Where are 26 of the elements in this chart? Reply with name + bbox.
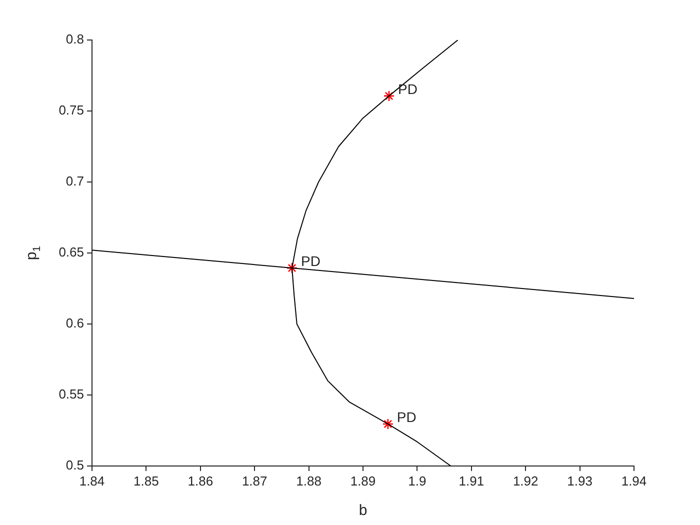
x-tick-label: 1.9: [408, 473, 426, 488]
annotation: PD: [301, 252, 320, 269]
x-axis-title: b: [358, 502, 368, 520]
x-tick-label: 1.94: [621, 473, 647, 488]
x-tick-label: 1.93: [567, 473, 592, 488]
point: [382, 418, 394, 430]
y-tick-label: 0.55: [58, 386, 84, 402]
y-tick-label: 0.8: [66, 32, 84, 47]
x-tick-label: 1.88: [296, 473, 322, 488]
x-tick-label: 1.87: [242, 473, 268, 488]
y-tick-label: 0.7: [66, 174, 84, 189]
point: [383, 90, 395, 102]
y-tick-label: 0.6: [66, 316, 84, 331]
y-tick-label: 0.65: [58, 244, 84, 260]
x-tick-label: 1.86: [188, 473, 214, 488]
x-tick-label: 1.91: [458, 473, 484, 488]
x-tick-label: 1.84: [79, 473, 105, 488]
y-tick-label: 0.75: [58, 102, 84, 118]
point: [286, 262, 298, 274]
x-tick-label: 1.89: [350, 473, 376, 488]
y-axis-title: p1: [23, 246, 44, 260]
y-tick-label: 0.5: [66, 458, 84, 473]
x-tick-label: 1.92: [512, 473, 538, 488]
x-tick-label: 1.85: [134, 473, 159, 488]
annotation: PD: [396, 408, 416, 425]
annotation: PD: [398, 80, 418, 97]
